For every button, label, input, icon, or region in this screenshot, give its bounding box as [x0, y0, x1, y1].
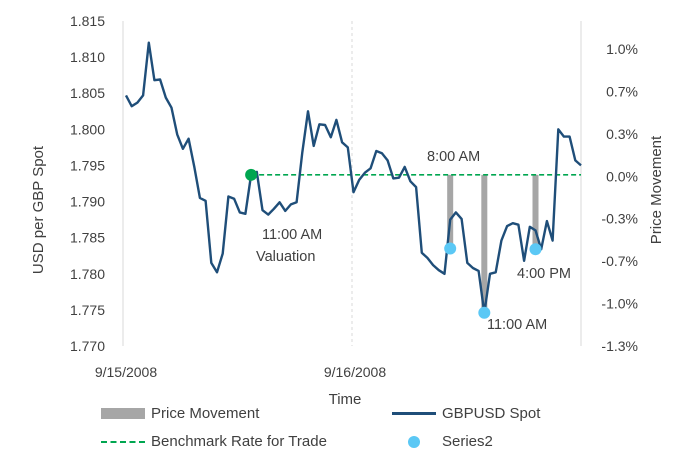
y-tick-label: 1.770	[70, 338, 105, 354]
legend-benchmark: Benchmark Rate for Trade	[101, 433, 327, 450]
series2-point	[478, 306, 491, 319]
gbpusd-spot-line	[124, 41, 582, 314]
legend-label-price-movement: Price Movement	[151, 405, 260, 422]
y2-tick-label: 0.3%	[606, 126, 638, 142]
y-tick-label: 1.780	[70, 266, 105, 282]
y2-tick-label: 0.7%	[606, 83, 638, 99]
valuation-time-label: 11:00 AM	[262, 227, 322, 243]
price-movement-bars	[447, 174, 539, 313]
y2-tick-label: 1.0%	[606, 41, 638, 57]
y-tick-label: 1.815	[70, 13, 105, 29]
valuation-point	[245, 168, 258, 181]
valuation-label: Valuation	[256, 249, 315, 265]
legend-gbpusd-spot: GBPUSD Spot	[392, 405, 540, 422]
y2-tick-label: -1.3%	[601, 338, 638, 354]
price-movement-bar	[532, 174, 539, 250]
legend-label-gbpusd-spot: GBPUSD Spot	[442, 405, 541, 422]
gbpusd-spot-path	[124, 41, 582, 314]
label-4pm: 4:00 PM	[517, 266, 571, 282]
axis-ticks: 1.815 1.810 1.805 1.800 1.795 1.790 1.785 1.780…	[70, 13, 638, 380]
series2-point	[444, 242, 457, 255]
y2-axis-title: Price Movement	[648, 135, 665, 244]
y-tick-label: 1.785	[70, 230, 105, 246]
price-movement-bar	[481, 174, 488, 313]
y-axis-title: USD per GBP Spot	[30, 145, 47, 274]
y-tick-label: 1.775	[70, 302, 105, 318]
price-movement-bar	[447, 174, 454, 249]
series2-points	[245, 168, 542, 319]
legend-swatch-benchmark	[101, 440, 145, 443]
legend-label-series2: Series2	[442, 433, 493, 450]
y-tick-label: 1.805	[70, 85, 105, 101]
x-tick-label: 9/16/2008	[324, 364, 386, 380]
legend-label-benchmark: Benchmark Rate for Trade	[151, 433, 327, 450]
legend-swatch-series2	[392, 435, 436, 448]
y-tick-label: 1.800	[70, 121, 105, 137]
legend-swatch-gbpusd-spot	[392, 412, 436, 415]
y-tick-label: 1.790	[70, 194, 105, 210]
x-axis-title: Time	[329, 391, 362, 408]
legend-price-movement: Price Movement	[101, 405, 259, 422]
label-11am: 11:00 AM	[487, 317, 547, 333]
legend-swatch-price-movement	[101, 408, 145, 419]
y2-tick-label: -0.3%	[601, 211, 638, 227]
y2-tick-label: 0.0%	[606, 168, 638, 184]
series2-point	[529, 243, 542, 256]
legend-series2: Series2	[392, 433, 493, 450]
y-tick-label: 1.810	[70, 49, 105, 65]
x-tick-label: 9/15/2008	[95, 364, 157, 380]
y-tick-label: 1.795	[70, 157, 105, 173]
y2-tick-label: -0.7%	[601, 253, 638, 269]
label-8am: 8:00 AM	[427, 149, 480, 165]
y2-tick-label: -1.0%	[601, 296, 638, 312]
